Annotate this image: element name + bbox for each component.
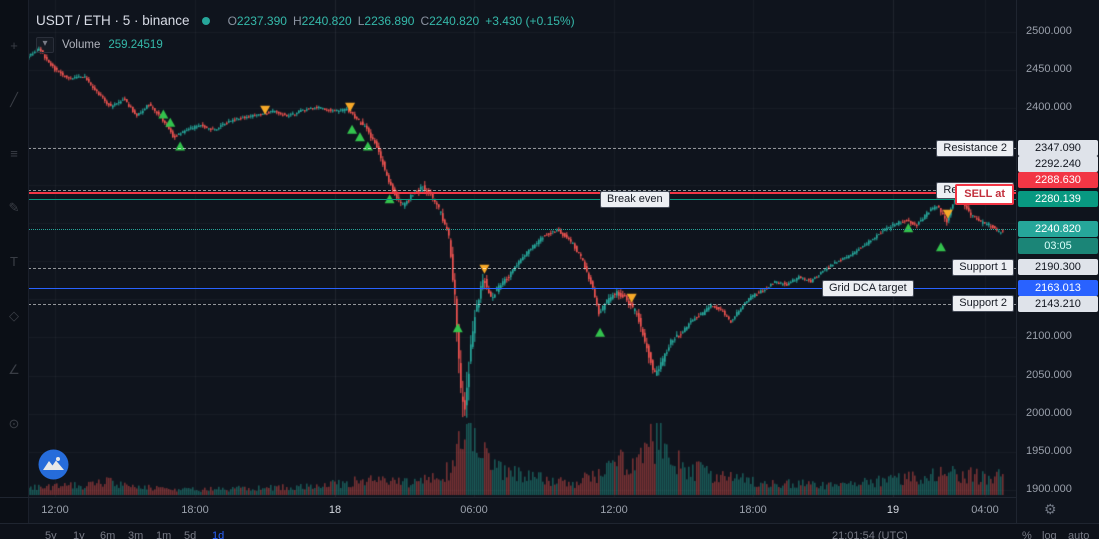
chart-label-resistance-2[interactable]: Resistance 2 xyxy=(936,139,1014,157)
price-tick-label: 2450.000 xyxy=(1026,63,1072,76)
axis-badge-support-2: 2143.210 xyxy=(1018,296,1098,312)
level-line-resistance-1[interactable] xyxy=(28,190,1016,192)
range-button-6m[interactable]: 6m xyxy=(100,530,116,539)
indicator-value: 259.24519 xyxy=(108,39,163,51)
axis-badge-break-even: 2280.139 xyxy=(1018,191,1098,207)
range-button-1y[interactable]: 1y xyxy=(73,530,85,539)
range-button-5y[interactable]: 5y xyxy=(45,530,57,539)
range-button-5d[interactable]: 5d xyxy=(184,530,197,539)
change-value: +3.430 (+0.15%) xyxy=(485,13,575,28)
scale-auto-button[interactable]: auto xyxy=(1068,530,1090,539)
price-tick-label: 2100.000 xyxy=(1026,330,1072,343)
time-tick-label: 18 xyxy=(328,504,342,516)
range-button-1d[interactable]: 1d xyxy=(212,530,225,539)
axis-badge-grid-dca-target: 2163.013 xyxy=(1018,280,1098,296)
axis-settings-gear-icon[interactable]: ⚙ xyxy=(1044,501,1057,517)
axis-badge-countdown: 03:05 xyxy=(1018,238,1098,254)
level-line-sell-at[interactable] xyxy=(28,192,1016,195)
indicator-name: Volume xyxy=(62,39,101,51)
bottom-toolbar: 5y 1y 6m 3m 1m 5d 1d 21:01:54 (UTC)% log auto xyxy=(0,523,1099,539)
price-tick-label: 1950.000 xyxy=(1026,444,1072,457)
price-tick-label: 2400.000 xyxy=(1026,101,1072,114)
chart-label-sell-at[interactable]: SELL at xyxy=(955,184,1014,206)
zoom-icon[interactable]: ⊙ xyxy=(8,416,20,431)
close-value: 2240.820 xyxy=(429,13,480,28)
chart-label-grid-dca-target[interactable]: Grid DCA target xyxy=(822,280,914,298)
time-tick-label: 06:00 xyxy=(460,504,488,516)
level-line-support-2[interactable] xyxy=(28,303,1016,305)
axis-badge-current-price: 2240.820 xyxy=(1018,221,1098,237)
text-tool-icon[interactable]: T xyxy=(10,254,18,269)
price-tick-label: 2050.000 xyxy=(1026,368,1072,381)
brush-icon[interactable]: ✎ xyxy=(8,200,20,215)
time-tick-label: 12:00 xyxy=(41,504,69,516)
time-tick-label: 19 xyxy=(886,504,900,516)
level-line-support-1[interactable] xyxy=(28,267,1016,269)
price-tick-label: 1900.000 xyxy=(1026,483,1072,495)
open-value: 2237.390 xyxy=(236,13,287,28)
price-axis[interactable]: 2347.090 2292.240 2288.630 2280.139 2240.820… xyxy=(1016,0,1099,523)
price-tick-label: 2000.000 xyxy=(1026,406,1072,419)
open-label: O xyxy=(227,13,237,28)
ohlc-readout: O2237.390 H2240.820 L2236.890 C2240.820 +3.4… xyxy=(222,14,575,28)
drawing-toolbar: + ╱ ≡ ✎ T ◇ ∠ ⊙ xyxy=(0,0,29,523)
market-status-icon xyxy=(201,16,210,25)
chart-label-break-even[interactable]: Break even xyxy=(600,190,670,208)
trend-line-icon[interactable]: ╱ xyxy=(10,92,18,107)
close-label: C xyxy=(420,13,430,28)
level-line-resistance-2[interactable] xyxy=(28,148,1016,150)
range-button-3m[interactable]: 3m xyxy=(128,530,144,539)
chart-canvas[interactable] xyxy=(28,0,1016,497)
chart-label-support-2[interactable]: Support 2 xyxy=(952,295,1014,313)
level-line-break-even[interactable] xyxy=(28,199,1016,201)
watermark-logo xyxy=(38,449,69,480)
level-line-grid-dca-target[interactable] xyxy=(28,288,1016,290)
range-button-1m[interactable]: 1m xyxy=(156,530,172,539)
axis-badge-resistance-1: 2292.240 xyxy=(1018,156,1098,172)
time-tick-label: 18:00 xyxy=(181,504,209,516)
high-label: H xyxy=(292,13,302,28)
pattern-tool-icon[interactable]: ◇ xyxy=(9,308,19,323)
clock-label[interactable]: 21:01:54 (UTC) xyxy=(832,530,908,539)
time-axis[interactable]: 12:00 18:00 18 06:00 12:00 18:00 19 04:00 xyxy=(0,497,1099,524)
low-value: 2236.890 xyxy=(364,13,415,28)
price-tick-label: 2500.000 xyxy=(1026,25,1072,37)
symbol-title[interactable]: USDT / ETH · 5 · binance xyxy=(36,13,190,28)
chevron-down-icon[interactable]: ▾ xyxy=(36,37,54,53)
time-tick-label: 18:00 xyxy=(739,504,767,516)
measure-icon[interactable]: ∠ xyxy=(8,362,20,377)
axis-badge-support-1: 2190.300 xyxy=(1018,259,1098,275)
level-line-current-price[interactable] xyxy=(28,229,1016,231)
crosshair-icon[interactable]: + xyxy=(10,38,18,53)
chart-legend: USDT / ETH · 5 · binance O2237.390 H2240.… xyxy=(36,13,575,53)
time-tick-label: 04:00 xyxy=(971,504,999,516)
chart-label-support-1[interactable]: Support 1 xyxy=(952,259,1014,277)
scale-percent-button[interactable]: % xyxy=(1022,530,1032,539)
fib-retracement-icon[interactable]: ≡ xyxy=(10,146,18,161)
high-value: 2240.820 xyxy=(301,13,352,28)
axis-badge-sell-at: 2288.630 xyxy=(1018,172,1098,188)
time-tick-label: 12:00 xyxy=(600,504,628,516)
low-label: L xyxy=(357,13,365,28)
axis-badge-resistance-2: 2347.090 xyxy=(1018,140,1098,156)
scale-log-button[interactable]: log xyxy=(1042,530,1057,539)
